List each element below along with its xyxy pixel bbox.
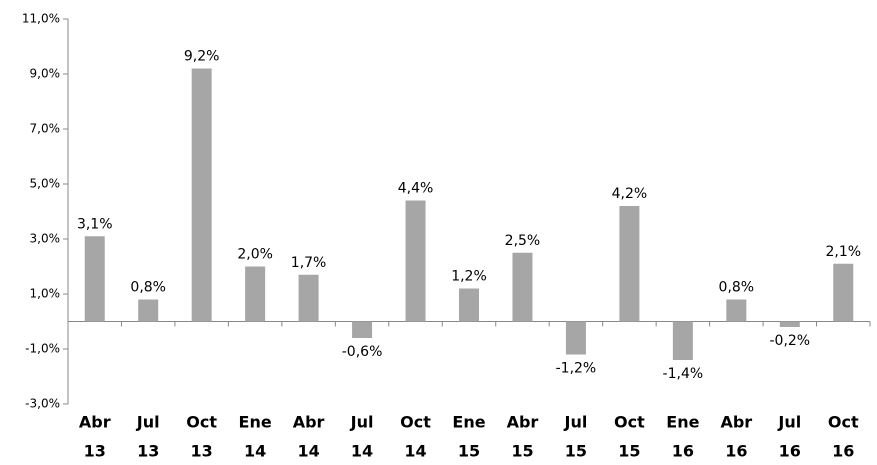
x-tick-label: Oct (400, 413, 431, 432)
bar (405, 200, 426, 322)
bar (833, 263, 854, 322)
y-tick-label: 11,0% (22, 12, 60, 26)
bar (619, 206, 640, 322)
bar (726, 299, 747, 322)
x-tick-label: Abr (293, 413, 325, 432)
x-tick-label: 14 (297, 442, 319, 461)
x-tick-label: 16 (725, 442, 747, 461)
value-label: 4,4% (398, 181, 434, 197)
value-label: 4,2% (612, 186, 648, 202)
x-tick-label: 15 (618, 442, 640, 461)
value-label: -1,4% (663, 366, 704, 382)
value-label: 2,5% (505, 233, 541, 249)
bar (245, 266, 266, 322)
y-tick-label: 7,0% (30, 122, 61, 136)
x-tick-label: Abr (720, 413, 752, 432)
x-tick-label: Jul (777, 413, 801, 432)
value-label: 0,8% (130, 280, 166, 296)
bar (672, 321, 693, 360)
bar (779, 321, 800, 327)
x-tick-label: 13 (137, 442, 159, 461)
y-tick-label: -1,0% (25, 342, 60, 356)
x-tick-label: Ene (452, 413, 485, 432)
value-label: 1,7% (291, 255, 327, 271)
x-tick-label: 15 (458, 442, 480, 461)
x-tick-label: 13 (84, 442, 106, 461)
x-tick-label: Ene (666, 413, 699, 432)
x-tick-label: Oct (614, 413, 645, 432)
x-tick-label: 16 (832, 442, 854, 461)
value-label: -0,2% (769, 333, 810, 349)
x-tick-label: Abr (79, 413, 111, 432)
bar (352, 321, 373, 338)
x-tick-label: 16 (779, 442, 801, 461)
value-label: 0,8% (719, 280, 755, 296)
x-tick-label: 15 (565, 442, 587, 461)
y-tick-label: 1,0% (30, 287, 61, 301)
value-label: -0,6% (342, 344, 383, 360)
value-label: 3,1% (77, 216, 113, 232)
bar (459, 288, 479, 322)
y-tick-label: -3,0% (25, 397, 60, 411)
bar (512, 252, 533, 322)
x-tick-label: Ene (239, 413, 272, 432)
value-label: 9,2% (184, 49, 220, 65)
value-label: 2,1% (825, 244, 861, 260)
bar (138, 299, 159, 322)
y-tick-label: 9,0% (30, 67, 61, 81)
bar (298, 274, 319, 322)
y-tick-label: 5,0% (30, 177, 61, 191)
x-tick-label: Oct (186, 413, 217, 432)
x-tick-label: 14 (351, 442, 373, 461)
x-tick-label: Jul (564, 413, 588, 432)
x-tick-label: 13 (191, 442, 213, 461)
bar (84, 236, 105, 322)
x-tick-label: 16 (672, 442, 694, 461)
y-tick-label: 3,0% (30, 232, 61, 246)
value-label: -1,2% (556, 361, 597, 377)
x-tick-label: 14 (244, 442, 266, 461)
x-tick-label: Oct (828, 413, 859, 432)
x-tick-label: 14 (404, 442, 426, 461)
value-label: 2,0% (237, 247, 273, 263)
x-tick-label: Jul (136, 413, 160, 432)
bar (565, 321, 586, 355)
bar (191, 68, 212, 322)
x-tick-label: 15 (511, 442, 533, 461)
x-tick-label: Abr (507, 413, 539, 432)
value-label: 1,2% (451, 269, 487, 285)
x-tick-label: Jul (350, 413, 374, 432)
